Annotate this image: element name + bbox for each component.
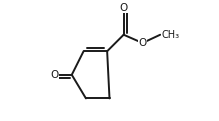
Text: O: O <box>120 3 128 13</box>
Text: CH₃: CH₃ <box>161 30 180 40</box>
Text: O: O <box>50 70 58 80</box>
Text: O: O <box>138 38 147 48</box>
